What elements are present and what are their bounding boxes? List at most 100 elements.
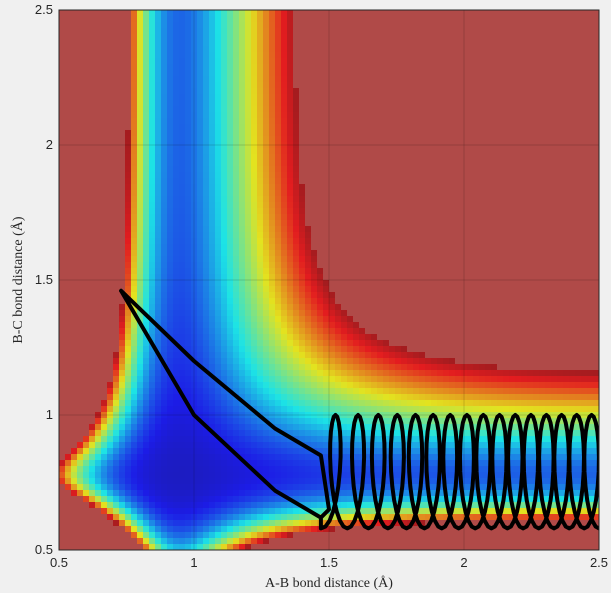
surface-cell: [167, 382, 174, 389]
surface-cell: [197, 118, 204, 125]
surface-cell: [209, 274, 216, 281]
surface-cell: [167, 466, 174, 473]
surface-cell: [317, 286, 324, 293]
surface-cell: [83, 178, 90, 185]
surface-cell: [173, 526, 180, 533]
surface-cell: [239, 202, 246, 209]
surface-cell: [311, 316, 318, 323]
surface-cell: [179, 466, 186, 473]
surface-cell: [185, 448, 192, 455]
surface-cell: [281, 298, 288, 305]
surface-cell: [281, 130, 288, 137]
surface-cell: [185, 238, 192, 245]
surface-cell: [323, 418, 330, 425]
surface-cell: [173, 310, 180, 317]
surface-cell: [179, 184, 186, 191]
surface-cell: [239, 346, 246, 353]
surface-cell: [359, 16, 366, 23]
surface-cell: [329, 304, 336, 311]
surface-cell: [233, 496, 240, 503]
surface-cell: [101, 160, 108, 167]
surface-cell: [203, 310, 210, 317]
surface-cell: [149, 508, 156, 515]
surface-cell: [131, 274, 138, 281]
surface-cell: [191, 436, 198, 443]
surface-cell: [89, 496, 96, 503]
surface-cell: [347, 496, 354, 503]
surface-cell: [365, 238, 372, 245]
surface-cell: [275, 34, 282, 41]
surface-cell: [305, 190, 312, 197]
surface-cell: [269, 76, 276, 83]
surface-cell: [299, 250, 306, 257]
surface-cell: [77, 52, 84, 59]
surface-cell: [77, 406, 84, 413]
surface-cell: [353, 226, 360, 233]
surface-cell: [257, 34, 264, 41]
surface-cell: [251, 208, 258, 215]
surface-cell: [125, 352, 132, 359]
surface-cell: [107, 472, 114, 479]
surface-cell: [143, 142, 150, 149]
surface-cell: [335, 346, 342, 353]
surface-cell: [287, 10, 294, 17]
surface-cell: [335, 226, 342, 233]
surface-cell: [335, 280, 342, 287]
surface-cell: [233, 364, 240, 371]
surface-cell: [317, 298, 324, 305]
surface-cell: [251, 88, 258, 95]
surface-cell: [287, 376, 294, 383]
surface-cell: [125, 46, 132, 53]
surface-cell: [341, 70, 348, 77]
surface-cell: [353, 166, 360, 173]
surface-cell: [101, 190, 108, 197]
surface-cell: [83, 280, 90, 287]
surface-cell: [287, 52, 294, 59]
surface-cell: [293, 40, 300, 47]
surface-cell: [341, 196, 348, 203]
surface-cell: [161, 232, 168, 239]
surface-cell: [227, 154, 234, 161]
surface-cell: [359, 232, 366, 239]
surface-cell: [281, 190, 288, 197]
surface-cell: [293, 400, 300, 407]
surface-cell: [179, 274, 186, 281]
surface-cell: [227, 46, 234, 53]
surface-cell: [83, 136, 90, 143]
surface-cell: [125, 64, 132, 71]
surface-cell: [107, 466, 114, 473]
surface-cell: [365, 268, 372, 275]
surface-cell: [113, 304, 120, 311]
surface-cell: [221, 352, 228, 359]
surface-cell: [317, 268, 324, 275]
surface-cell: [251, 508, 258, 515]
surface-cell: [137, 334, 144, 341]
surface-cell: [185, 532, 192, 539]
surface-cell: [77, 376, 84, 383]
surface-cell: [371, 160, 378, 167]
surface-cell: [233, 268, 240, 275]
surface-cell: [65, 478, 72, 485]
surface-cell: [281, 250, 288, 257]
surface-cell: [179, 148, 186, 155]
surface-cell: [137, 196, 144, 203]
surface-cell: [347, 40, 354, 47]
surface-cell: [203, 418, 210, 425]
surface-cell: [137, 364, 144, 371]
surface-cell: [359, 226, 366, 233]
surface-cell: [377, 100, 384, 107]
surface-cell: [233, 106, 240, 113]
surface-cell: [191, 88, 198, 95]
surface-cell: [197, 46, 204, 53]
surface-cell: [281, 376, 288, 383]
surface-cell: [149, 472, 156, 479]
surface-cell: [113, 436, 120, 443]
surface-cell: [179, 406, 186, 413]
surface-cell: [269, 304, 276, 311]
surface-cell: [263, 436, 270, 443]
surface-cell: [197, 64, 204, 71]
surface-cell: [341, 250, 348, 257]
surface-cell: [119, 382, 126, 389]
surface-cell: [305, 316, 312, 323]
surface-cell: [245, 400, 252, 407]
